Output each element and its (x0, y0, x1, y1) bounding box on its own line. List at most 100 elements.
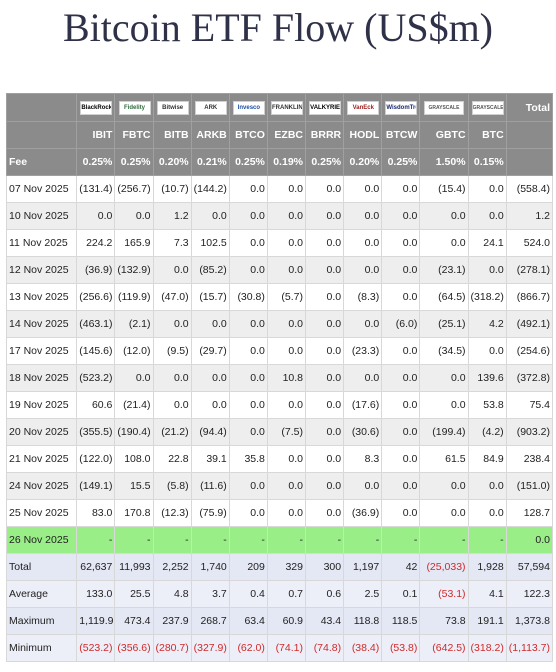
flow-cell: 0.0 (304, 499, 345, 527)
flow-cell: 0.0 (266, 391, 307, 419)
summary-cell: (356.6) (114, 634, 154, 662)
ark-logo: ARK (194, 100, 227, 115)
summary-cell: 118.8 (343, 607, 383, 635)
fee-value: 0.25% (114, 148, 154, 176)
flow-cell: 0.0 (190, 310, 230, 338)
valkyrie-logo: VALKYRIE (309, 100, 342, 115)
flow-cell: (9.5) (152, 337, 192, 365)
wisdomtree-logo: WisdomTree (385, 100, 418, 115)
summary-cell: (74.8) (304, 634, 345, 662)
flow-cell: 0.0 (343, 310, 383, 338)
summary-cell: (74.1) (266, 634, 307, 662)
flow-cell: (7.5) (266, 418, 307, 446)
logo-cell: GRAYSCALE (419, 93, 469, 122)
corner-cell (5, 93, 78, 122)
table-row: 21 Nov 2025 (122.0) 108.0 22.8 39.1 35.8 0.0 0.… (5, 445, 554, 473)
flow-cell: 0.0 (266, 175, 307, 203)
logo-cell: ARK (190, 93, 230, 122)
flow-cell: 1.2 (152, 202, 192, 230)
flow-cell: 0.0 (381, 202, 421, 230)
table-row: 20 Nov 2025 (355.5) (190.4) (21.2) (94.4) 0.0… (5, 418, 554, 446)
flow-cell: 0.0 (304, 256, 345, 284)
flow-cell: 0.0 (419, 229, 469, 257)
row-date: 10 Nov 2025 (5, 202, 78, 230)
total-header: Total (505, 93, 554, 122)
ticker-btc: BTC (467, 121, 507, 149)
flow-cell: 0.0 (343, 364, 383, 392)
flow-cell: (15.4) (419, 175, 469, 203)
flow-cell: 15.5 (114, 472, 154, 500)
flow-cell: 10.8 (266, 364, 307, 392)
ticker-gbtc: GBTC (419, 121, 469, 149)
row-date: 21 Nov 2025 (5, 445, 78, 473)
fee-value: 0.25% (228, 148, 268, 176)
flow-cell: 0.0 (381, 418, 421, 446)
flow-cell: 0.0 (266, 256, 307, 284)
summary-cell: 1,740 (190, 553, 230, 581)
fee-value: 0.15% (467, 148, 507, 176)
flow-cell: (12.0) (114, 337, 154, 365)
summary-cell: 329 (266, 553, 307, 581)
flow-cell: 0.0 (381, 256, 421, 284)
page-title: Bitcoin ETF Flow (US$m) (62, 5, 494, 50)
flow-rows: 07 Nov 2025 (131.4) (256.7) (10.7) (144.2) 0.… (5, 175, 554, 554)
row-total-cell: (903.2) (505, 418, 554, 446)
ticker-ezbc: EZBC (266, 121, 307, 149)
flow-cell: 0.0 (343, 472, 383, 500)
row-total-cell: 75.4 (505, 391, 554, 419)
flow-cell: (34.5) (419, 337, 469, 365)
summary-cell: (318.2) (467, 634, 507, 662)
flow-cell: 0.0 (419, 499, 469, 527)
invesco-logo: Invesco (232, 100, 265, 115)
flow-cell: 0.0 (304, 337, 345, 365)
flow-cell: - (304, 526, 345, 554)
flow-cell: - (76, 526, 116, 554)
summary-row-maximum: Maximum 1,119.9 473.4 237.9 268.7 63.4 60.9 43.… (5, 607, 554, 635)
summary-label: Maximum (5, 607, 78, 635)
summary-label: Average (5, 580, 78, 608)
flow-cell: - (152, 526, 192, 554)
flow-cell: 8.3 (343, 445, 383, 473)
flow-cell: 0.0 (152, 310, 192, 338)
flow-cell: (64.5) (419, 283, 469, 311)
row-total-cell: 238.4 (505, 445, 554, 473)
summary-cell: 1,373.8 (505, 607, 554, 635)
summary-cell: 73.8 (419, 607, 469, 635)
summary-cell: 118.5 (381, 607, 421, 635)
table-row: 12 Nov 2025 (36.9) (132.9) 0.0 (85.2) 0.0 0.0 0… (5, 256, 554, 284)
row-total-cell: 1.2 (505, 202, 554, 230)
summary-cell: 268.7 (190, 607, 230, 635)
summary-cell: (1,113.7) (505, 634, 554, 662)
flow-cell: 0.0 (381, 229, 421, 257)
flow-cell: 0.0 (381, 337, 421, 365)
bitwise-logo: Bitwise (156, 100, 189, 115)
blackrock-logo: BlackRock (80, 100, 113, 115)
flow-cell: (30.6) (343, 418, 383, 446)
flow-cell: 0.0 (467, 175, 507, 203)
flow-cell: (190.4) (114, 418, 154, 446)
flow-cell: 0.0 (190, 364, 230, 392)
flow-cell: (4.2) (467, 418, 507, 446)
flow-cell: 0.0 (304, 229, 345, 257)
summary-cell: (25,033) (419, 553, 469, 581)
table-row: 24 Nov 2025 (149.1) 15.5 (5.8) (11.6) 0.0 0.0 0… (5, 472, 554, 500)
logo-cell: BlackRock (76, 93, 116, 122)
flow-cell: 0.0 (467, 256, 507, 284)
flow-cell: 139.6 (467, 364, 507, 392)
flow-cell: 0.0 (228, 499, 268, 527)
flow-cell: (256.7) (114, 175, 154, 203)
summary-cell: 42 (381, 553, 421, 581)
flow-cell: 39.1 (190, 445, 230, 473)
flow-cell: 0.0 (419, 472, 469, 500)
flow-cell: 60.6 (76, 391, 116, 419)
flow-cell: (10.7) (152, 175, 192, 203)
row-date: 26 Nov 2025 (5, 526, 78, 554)
flow-cell: 0.0 (190, 202, 230, 230)
table-row: 17 Nov 2025 (145.6) (12.0) (9.5) (29.7) 0.0 0.… (5, 337, 554, 365)
flow-cell: 0.0 (343, 229, 383, 257)
ticker-btco: BTCO (228, 121, 268, 149)
flow-cell: 0.0 (228, 364, 268, 392)
table-row: 11 Nov 2025 224.2 165.9 7.3 102.5 0.0 0.0 0.0 0.… (5, 229, 554, 257)
flow-cell: 0.0 (304, 310, 345, 338)
summary-cell: 0.6 (304, 580, 345, 608)
